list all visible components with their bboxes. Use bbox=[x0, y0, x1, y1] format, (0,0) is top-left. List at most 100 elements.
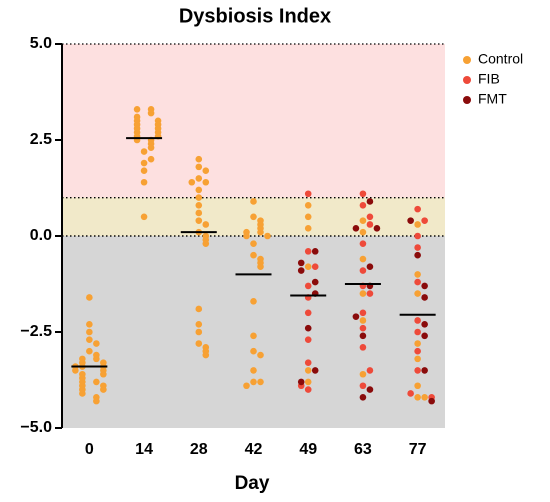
band bbox=[62, 44, 445, 198]
data-point bbox=[195, 201, 203, 209]
data-point bbox=[366, 213, 374, 221]
data-point bbox=[250, 347, 257, 355]
data-point bbox=[414, 355, 421, 363]
data-point bbox=[202, 351, 210, 359]
data-point bbox=[93, 355, 100, 363]
data-point bbox=[366, 263, 374, 271]
data-point bbox=[366, 367, 374, 374]
data-point bbox=[304, 378, 312, 386]
data-point bbox=[195, 321, 203, 328]
x-tick-label: 14 bbox=[135, 441, 153, 458]
data-point bbox=[202, 221, 210, 228]
data-point bbox=[421, 217, 428, 224]
data-point bbox=[359, 370, 367, 378]
data-point bbox=[359, 255, 367, 263]
y-tick-label: 5.0 bbox=[30, 35, 52, 52]
y-tick-label: 0.0 bbox=[30, 227, 52, 244]
data-point bbox=[359, 324, 367, 332]
data-point bbox=[304, 282, 312, 290]
data-point bbox=[72, 367, 79, 374]
data-point bbox=[359, 190, 367, 198]
legend-marker bbox=[463, 76, 471, 84]
data-point bbox=[202, 240, 210, 247]
x-axis-label: Day bbox=[235, 473, 270, 494]
data-point bbox=[359, 309, 367, 317]
data-point bbox=[311, 278, 319, 286]
data-point bbox=[195, 340, 203, 347]
data-point bbox=[93, 378, 100, 386]
data-point bbox=[140, 148, 148, 155]
data-point bbox=[359, 332, 367, 340]
data-point bbox=[304, 367, 312, 374]
legend-label: Control bbox=[478, 51, 523, 67]
data-point bbox=[304, 324, 312, 332]
data-point bbox=[195, 328, 203, 336]
data-point bbox=[359, 267, 367, 274]
data-point bbox=[304, 386, 312, 393]
data-point bbox=[359, 290, 367, 297]
data-point bbox=[195, 217, 203, 224]
chart-title: Dysbiosis Index bbox=[179, 5, 331, 27]
x-tick-label: 77 bbox=[409, 441, 427, 458]
legend-label: FMT bbox=[478, 91, 507, 107]
data-point bbox=[86, 328, 93, 336]
data-point bbox=[421, 282, 428, 290]
data-point bbox=[407, 390, 414, 397]
data-point bbox=[93, 340, 100, 347]
data-point bbox=[311, 263, 319, 271]
data-point bbox=[297, 378, 305, 386]
data-point bbox=[147, 105, 155, 113]
data-point bbox=[257, 351, 264, 359]
data-point bbox=[154, 117, 162, 125]
data-point bbox=[421, 294, 428, 301]
data-point bbox=[133, 105, 141, 113]
data-point bbox=[373, 225, 381, 232]
data-point bbox=[264, 232, 271, 240]
data-point bbox=[250, 332, 257, 340]
data-point bbox=[414, 317, 421, 324]
data-point bbox=[250, 240, 257, 247]
data-point bbox=[414, 340, 421, 347]
data-point bbox=[188, 178, 196, 186]
data-point bbox=[202, 178, 210, 186]
data-point bbox=[257, 263, 264, 271]
data-point bbox=[359, 393, 367, 401]
data-point bbox=[421, 393, 428, 401]
data-point bbox=[311, 367, 319, 374]
data-point bbox=[304, 359, 312, 367]
legend-marker bbox=[463, 96, 471, 104]
data-point bbox=[414, 290, 421, 297]
data-point bbox=[366, 221, 374, 228]
data-point bbox=[304, 263, 312, 271]
data-point bbox=[414, 205, 421, 213]
x-tick-label: 0 bbox=[85, 441, 94, 458]
data-point bbox=[359, 228, 367, 236]
data-point bbox=[304, 336, 312, 343]
data-point bbox=[243, 232, 250, 240]
data-point bbox=[359, 217, 367, 224]
data-point bbox=[195, 194, 203, 201]
data-point bbox=[366, 386, 374, 393]
data-point bbox=[243, 382, 250, 390]
x-tick-label: 28 bbox=[190, 441, 208, 458]
data-point bbox=[304, 309, 312, 317]
data-point bbox=[311, 248, 319, 255]
data-point bbox=[352, 313, 360, 320]
x-tick-label: 49 bbox=[299, 441, 317, 458]
data-point bbox=[93, 397, 100, 405]
data-point bbox=[86, 321, 93, 328]
data-point bbox=[250, 367, 257, 374]
data-point bbox=[195, 163, 203, 171]
data-point bbox=[304, 225, 312, 232]
y-tick-label: −5.0 bbox=[20, 419, 52, 436]
data-point bbox=[414, 251, 421, 259]
data-point bbox=[304, 248, 312, 255]
data-point bbox=[414, 232, 421, 240]
data-point bbox=[195, 186, 203, 194]
data-point bbox=[414, 347, 421, 355]
data-point bbox=[304, 190, 312, 198]
data-point bbox=[250, 297, 257, 305]
data-point bbox=[195, 305, 203, 313]
data-point bbox=[100, 370, 107, 378]
data-point bbox=[297, 267, 305, 274]
